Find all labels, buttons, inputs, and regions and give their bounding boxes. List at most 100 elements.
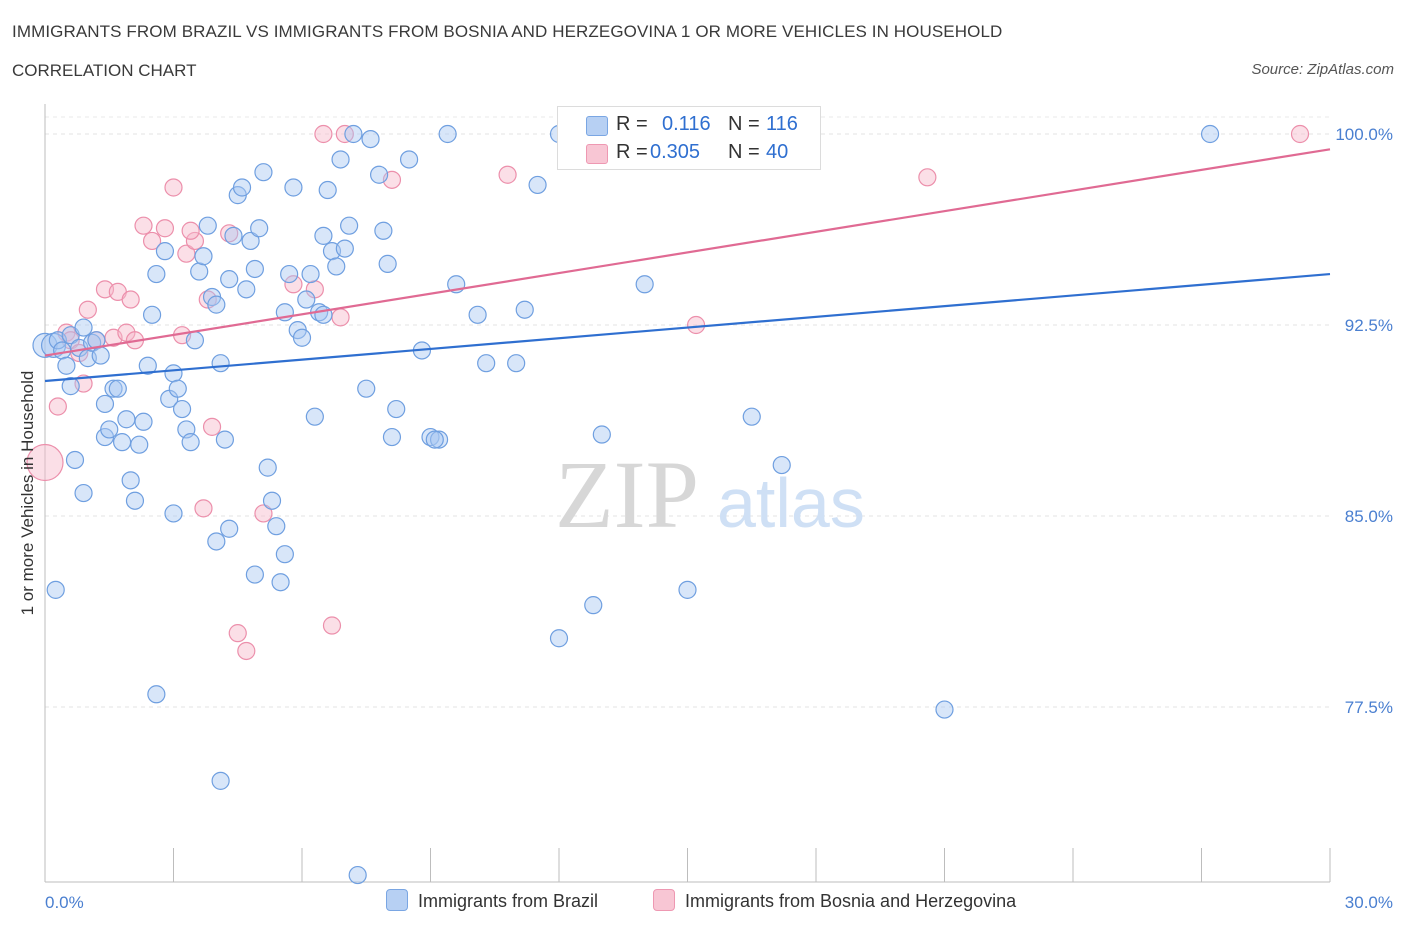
brazil-point xyxy=(262,491,282,510)
bosnia-point xyxy=(228,624,247,643)
series-bosnia-points xyxy=(26,124,1310,661)
brazil-point xyxy=(74,318,93,337)
legend-n-label: N = xyxy=(728,113,760,135)
brazil-point xyxy=(772,455,791,475)
brazil-point xyxy=(57,356,76,375)
brazil-point xyxy=(301,264,320,284)
brazil-point xyxy=(335,239,354,258)
brazil-point xyxy=(387,399,406,419)
brazil-point xyxy=(100,420,119,439)
brazil-point xyxy=(104,379,123,398)
bosnia-point xyxy=(237,641,256,661)
legend-r-value-brazil: 0.116 xyxy=(662,113,711,135)
brazil-point xyxy=(121,471,140,490)
bosnia-point xyxy=(686,315,706,335)
x-tick-label-max: 30.0% xyxy=(1345,893,1393,912)
brazil-point xyxy=(245,565,264,584)
bosnia-trend-line xyxy=(44,148,1331,357)
brazil-point xyxy=(220,519,239,538)
brazil-point xyxy=(584,596,603,615)
brazil-point xyxy=(211,354,230,373)
correlation-legend: R = 0.116 N = 116 R = 0.305 N = 40 xyxy=(557,106,821,170)
brazil-point xyxy=(91,346,110,365)
bosnia-point xyxy=(284,275,303,294)
brazil-point xyxy=(241,231,260,251)
watermark-atlas: atlas xyxy=(717,464,865,542)
brazil-point xyxy=(164,364,183,383)
brazil-point xyxy=(297,290,316,309)
brazil-point xyxy=(429,430,449,449)
bottom-legend-swatch-brazil xyxy=(386,889,408,911)
brazil-point xyxy=(237,280,256,299)
brazil-point xyxy=(314,226,333,245)
brazil-point xyxy=(635,275,654,294)
y-tick-label: 92.5% xyxy=(1345,316,1393,335)
brazil-point xyxy=(271,573,290,592)
brazil-point xyxy=(117,410,136,429)
legend-swatch-brazil xyxy=(586,116,608,136)
bosnia-point xyxy=(121,290,140,309)
brazil-point xyxy=(245,259,264,279)
brazil-point xyxy=(220,270,239,289)
brazil-point xyxy=(280,264,299,284)
watermark: ZIP atlas xyxy=(555,441,865,548)
brazil-point xyxy=(438,124,457,144)
brazil-point xyxy=(374,221,393,240)
brazil-point xyxy=(108,379,127,398)
brazil-point xyxy=(168,379,187,398)
brazil-point xyxy=(155,242,175,261)
bosnia-point xyxy=(331,308,350,327)
y-tick-label: 77.5% xyxy=(1345,698,1393,717)
brazil-point xyxy=(549,629,569,648)
brazil-point xyxy=(207,295,226,314)
brazil-point xyxy=(515,300,534,319)
bosnia-point xyxy=(48,397,67,416)
brazil-trend-line xyxy=(44,272,1331,383)
brazil-point xyxy=(742,407,761,426)
brazil-point xyxy=(211,771,230,790)
brazil-point xyxy=(1200,124,1220,144)
brazil-point xyxy=(592,425,611,444)
brazil-point xyxy=(142,305,162,324)
brazil-point xyxy=(361,129,380,149)
chart-subtitle: CORRELATION CHART xyxy=(12,61,197,80)
brazil-point xyxy=(258,458,277,477)
brazil-point xyxy=(61,377,80,396)
chart-title: IMMIGRANTS FROM BRAZIL VS IMMIGRANTS FRO… xyxy=(12,22,1003,41)
brazil-point xyxy=(172,399,192,419)
bosnia-point xyxy=(202,417,222,436)
legend-n-value-brazil: 116 xyxy=(766,113,798,135)
brazil-point xyxy=(378,254,397,273)
bosnia-point xyxy=(185,231,205,251)
brazil-point xyxy=(284,178,303,197)
legend-r-label: R = xyxy=(616,141,648,163)
legend-r-value-bosnia: 0.305 xyxy=(650,141,701,163)
brazil-point xyxy=(194,247,213,266)
bosnia-point xyxy=(155,219,175,238)
brazil-point xyxy=(935,700,954,719)
watermark-zip: ZIP xyxy=(555,441,699,548)
bottom-legend-label-bosnia: Immigrants from Bosnia and Herzegovina xyxy=(685,891,1017,911)
brazil-point xyxy=(305,407,324,426)
brazil-point xyxy=(678,580,697,599)
brazil-point xyxy=(138,356,157,375)
legend-swatch-bosnia xyxy=(586,144,608,164)
brazil-point xyxy=(275,545,294,564)
bosnia-point xyxy=(254,504,273,523)
brazil-point xyxy=(232,178,252,197)
brazil-point xyxy=(267,517,286,536)
brazil-point xyxy=(207,532,226,551)
bosnia-point xyxy=(181,221,200,240)
brazil-point xyxy=(134,412,153,431)
bosnia-point xyxy=(322,616,342,635)
brazil-point xyxy=(331,150,350,169)
legend-n-value-bosnia: 40 xyxy=(766,141,789,163)
brazil-point xyxy=(357,379,376,398)
brazil-point xyxy=(130,435,149,454)
brazil-point xyxy=(125,491,145,510)
bosnia-point xyxy=(142,231,162,251)
brazil-point xyxy=(224,226,243,245)
brazil-point xyxy=(292,328,312,347)
bosnia-point xyxy=(1290,124,1310,144)
